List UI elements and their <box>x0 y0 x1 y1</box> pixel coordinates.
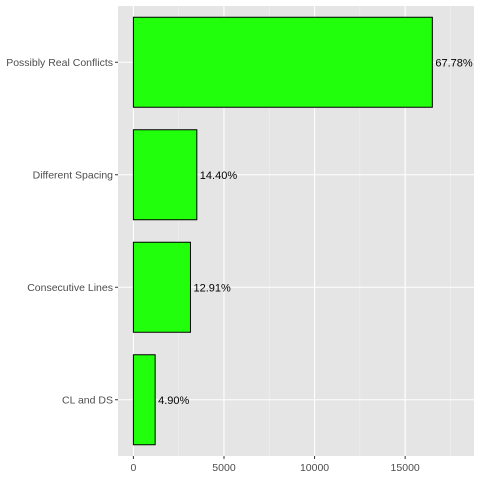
data-label: 14.40% <box>200 170 238 182</box>
axes: Possibly Real Conflicts Different Spacing… <box>6 57 420 474</box>
x-tick-label: 10000 <box>300 462 329 474</box>
x-tick-label: 5000 <box>212 462 236 474</box>
bar <box>132 16 433 108</box>
bars <box>132 16 433 446</box>
bar <box>132 241 191 333</box>
y-tick-label: Different Spacing <box>33 169 114 181</box>
data-label: 67.78% <box>435 57 473 69</box>
x-tick-label: 15000 <box>391 462 420 474</box>
bar <box>132 354 156 446</box>
y-tick-label: Consecutive Lines <box>27 282 113 294</box>
y-tick-label: CL and DS <box>62 394 113 406</box>
y-tick-label: Possibly Real Conflicts <box>6 57 113 69</box>
data-label: 12.91% <box>193 282 231 294</box>
x-tick-label: 0 <box>130 462 136 474</box>
bar <box>132 129 198 221</box>
data-label: 4.90% <box>158 395 189 407</box>
data-labels: 67.78% 14.40% 12.91% 4.90% <box>158 57 473 407</box>
